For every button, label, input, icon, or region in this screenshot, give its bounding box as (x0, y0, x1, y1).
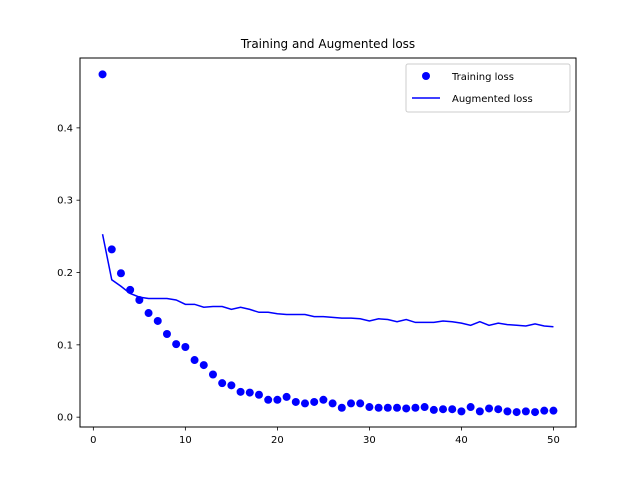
training-loss-point (310, 397, 319, 406)
training-loss-point (227, 381, 236, 390)
x-tick-label: 40 (455, 435, 468, 446)
training-loss-point (411, 403, 420, 412)
training-loss-point (356, 399, 365, 408)
training-loss-point (347, 399, 356, 408)
training-loss-point (254, 390, 263, 399)
legend-box (405, 63, 571, 113)
x-tick-label: 0 (90, 435, 96, 446)
training-loss-point (218, 379, 227, 388)
training-loss-point (190, 356, 199, 365)
training-loss-point (365, 403, 374, 412)
y-tick-label: 0.2 (57, 268, 73, 279)
plot-area (98, 70, 558, 417)
training-loss-point (116, 269, 125, 278)
training-loss-point (439, 405, 448, 414)
training-loss-point (300, 399, 309, 408)
training-loss-point (162, 329, 171, 338)
training-loss-point (429, 405, 438, 414)
training-loss-point (199, 361, 208, 370)
training-loss-point (319, 395, 328, 404)
training-loss-point (540, 406, 549, 415)
training-loss-point (337, 403, 346, 412)
training-loss-point (549, 406, 558, 415)
axis-ticks: 0 10 20 30 40 50 0.0 0.1 0.2 0.3 0.4 (57, 123, 560, 446)
training-loss-point (291, 397, 300, 406)
training-loss-point (420, 403, 429, 412)
legend-training-label: Training loss (451, 72, 514, 83)
legend: Training loss Augmented loss (405, 63, 571, 113)
legend-augmented-label: Augmented loss (452, 94, 533, 105)
axes-frame (79, 57, 577, 428)
training-loss-point (328, 399, 337, 408)
training-loss-point (383, 403, 392, 412)
training-loss-point (531, 408, 540, 417)
training-loss-point (172, 340, 181, 349)
training-loss-point (181, 343, 190, 352)
y-tick-label: 0.1 (57, 340, 73, 351)
training-loss-point (144, 309, 153, 318)
augmented-loss-line (101, 234, 554, 328)
training-loss-point (374, 403, 383, 412)
training-loss-point (448, 405, 457, 414)
training-loss-point (135, 296, 144, 304)
training-loss-point (236, 387, 245, 396)
training-loss-point (107, 245, 116, 254)
training-loss-point (282, 392, 291, 401)
training-loss-point (126, 285, 135, 294)
training-loss-point (494, 405, 503, 414)
y-tick-label: 0.0 (57, 413, 73, 424)
legend-training-marker (422, 72, 430, 80)
training-loss-point (393, 403, 402, 412)
x-tick-label: 30 (363, 435, 376, 446)
training-loss-point (153, 316, 162, 325)
training-loss-point (264, 395, 273, 404)
training-loss-point (485, 404, 494, 413)
training-loss-point (512, 408, 521, 417)
training-loss-point (402, 404, 411, 413)
training-loss-point (208, 370, 217, 379)
y-tick-label: 0.4 (57, 123, 73, 134)
training-loss-point (466, 403, 475, 412)
training-loss-point (273, 395, 282, 404)
x-tick-label: 20 (271, 435, 284, 446)
training-loss-point (521, 407, 530, 416)
chart-title: Training and Augmented loss (240, 37, 415, 51)
training-loss-point (503, 407, 512, 416)
training-loss-point (98, 70, 107, 79)
training-loss-point (245, 388, 254, 397)
training-loss-point (475, 407, 484, 416)
x-tick-label: 10 (179, 435, 192, 446)
y-tick-label: 0.3 (57, 196, 73, 207)
x-tick-label: 50 (547, 435, 560, 446)
training-loss-point (457, 407, 466, 416)
